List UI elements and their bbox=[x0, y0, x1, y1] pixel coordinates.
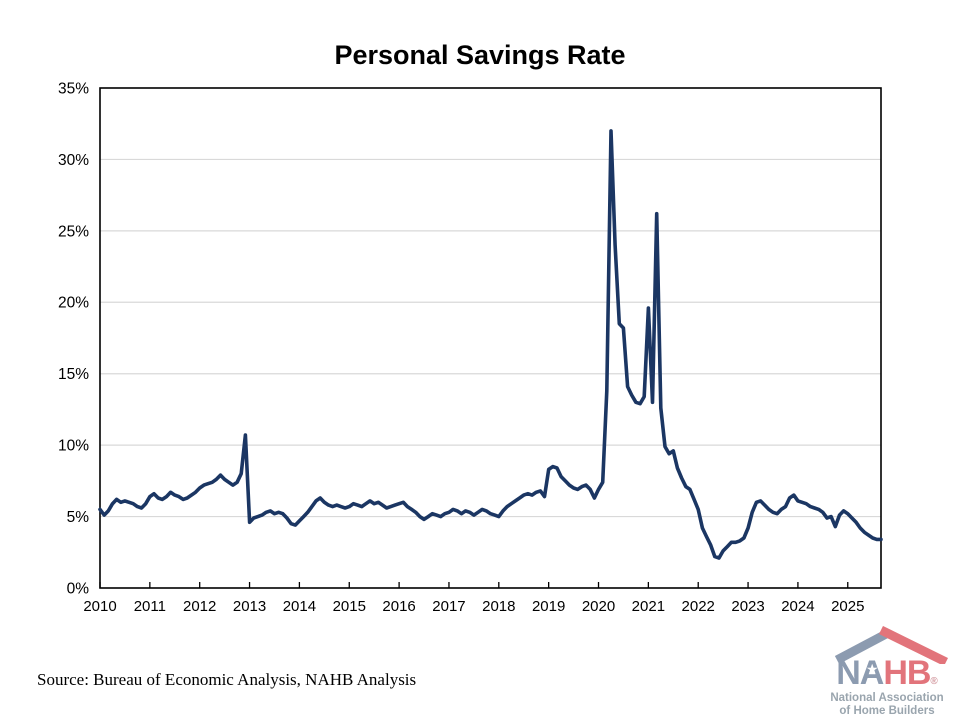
y-tick-label: 25% bbox=[58, 223, 89, 240]
y-tick-label: 30% bbox=[58, 152, 89, 169]
nahb-letters-hb: HB bbox=[883, 654, 931, 692]
x-tick-label: 2025 bbox=[831, 598, 864, 615]
x-tick-label: 2018 bbox=[482, 598, 515, 615]
nahb-subtitle: National Association of Home Builders bbox=[820, 692, 954, 717]
y-tick-label: 5% bbox=[67, 509, 90, 526]
nahb-logo: NAHB® ★ National Association of Home Bui… bbox=[820, 626, 954, 718]
nahb-subtitle-line1: National Association bbox=[830, 692, 944, 704]
x-tick-label: 2021 bbox=[632, 598, 665, 615]
roof-icon bbox=[834, 626, 948, 664]
nahb-letters-na: NA bbox=[836, 654, 884, 692]
x-tick-label: 2022 bbox=[682, 598, 715, 615]
x-tick-label: 2015 bbox=[333, 598, 366, 615]
x-tick-label: 2016 bbox=[382, 598, 415, 615]
x-tick-label: 2023 bbox=[731, 598, 764, 615]
x-tick-label: 2014 bbox=[283, 598, 316, 615]
x-tick-label: 2013 bbox=[233, 598, 266, 615]
star-icon: ★ bbox=[866, 661, 879, 677]
x-tick-label: 2020 bbox=[582, 598, 615, 615]
x-tick-label: 2017 bbox=[432, 598, 465, 615]
x-tick-label: 2019 bbox=[532, 598, 565, 615]
x-tick-label: 2010 bbox=[83, 598, 116, 615]
y-tick-label: 20% bbox=[58, 295, 89, 312]
nahb-subtitle-line2: of Home Builders bbox=[839, 704, 935, 717]
chart-title: Personal Savings Rate bbox=[334, 40, 626, 70]
savings-rate-line bbox=[98, 129, 883, 560]
registered-trademark-symbol: ® bbox=[930, 676, 938, 687]
y-tick-label: 15% bbox=[58, 366, 89, 383]
x-tick-label: 2012 bbox=[183, 598, 216, 615]
nahb-wordmark: NAHB® bbox=[820, 656, 954, 690]
x-tick-label: 2011 bbox=[134, 598, 166, 615]
source-note: Source: Bureau of Economic Analysis, NAH… bbox=[37, 670, 417, 689]
y-tick-label: 35% bbox=[58, 80, 89, 97]
x-tick-label: 2024 bbox=[781, 598, 814, 615]
y-tick-label: 0% bbox=[67, 580, 90, 597]
plot-border bbox=[99, 87, 882, 589]
y-tick-label: 10% bbox=[58, 438, 89, 455]
